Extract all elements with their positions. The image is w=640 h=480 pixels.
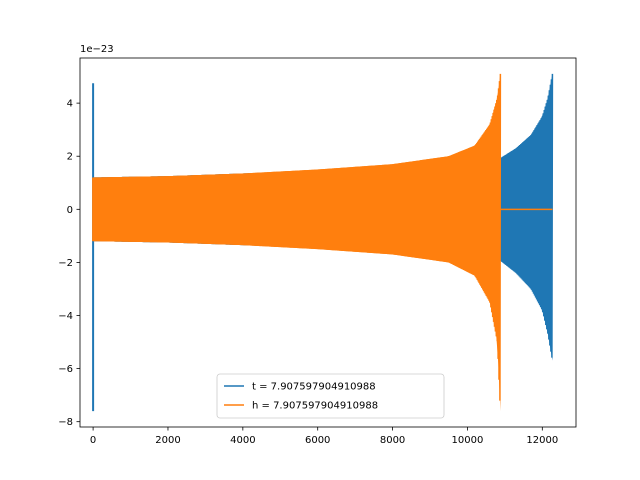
- x-tick-label: 2000: [155, 435, 180, 446]
- x-tick-label: 8000: [380, 435, 405, 446]
- x-tick-label: 0: [90, 435, 96, 446]
- plot-area: [92, 73, 554, 412]
- legend: t = 7.907597904910988 h = 7.9075979049109…: [216, 373, 445, 419]
- axes: 0 2000 4000 6000 8000 10000 12000 −8 −6 −4 −2 0 2 4: [58, 57, 577, 446]
- y-tick-label: 0: [67, 205, 73, 216]
- y-tick-label: −8: [58, 417, 73, 428]
- y-tick-label: −2: [58, 258, 73, 269]
- y-offset-label: 1e−23: [80, 44, 114, 55]
- x-tick-label: 4000: [230, 435, 255, 446]
- series-group: [92, 73, 554, 412]
- legend-label-1: t = 7.907597904910988: [252, 382, 376, 393]
- axes-frame: [79, 57, 577, 428]
- y-tick-label: −6: [58, 364, 73, 375]
- x-tick-label: 10000: [452, 435, 484, 446]
- y-tick-label: 4: [67, 99, 73, 110]
- legend-box: [216, 373, 445, 419]
- y-tick-label: −4: [58, 311, 73, 322]
- legend-label-2: h = 7.907597904910988: [252, 401, 378, 412]
- y-tick-label: 2: [67, 152, 73, 163]
- series-2: [92, 73, 553, 412]
- series-2-fill: [93, 73, 501, 412]
- x-tick-label: 6000: [305, 435, 330, 446]
- x-tick-label: 12000: [526, 435, 558, 446]
